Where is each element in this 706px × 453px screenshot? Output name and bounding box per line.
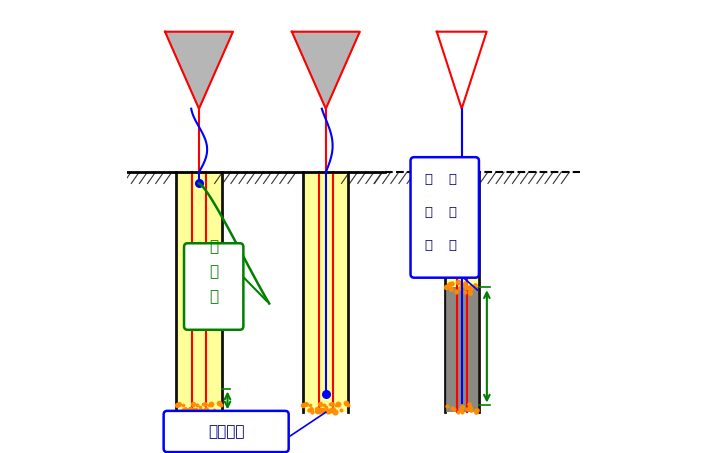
Bar <box>176 172 222 412</box>
FancyBboxPatch shape <box>184 243 244 330</box>
Polygon shape <box>165 32 233 109</box>
Bar <box>303 172 349 412</box>
Text: 水: 水 <box>210 264 218 280</box>
Text: 隔: 隔 <box>210 239 218 255</box>
Bar <box>445 287 478 412</box>
Text: 桩: 桩 <box>448 239 456 251</box>
Text: 的: 的 <box>448 206 456 219</box>
FancyBboxPatch shape <box>410 157 479 278</box>
Text: 栓: 栓 <box>210 289 218 304</box>
Text: 质: 质 <box>424 173 433 186</box>
Text: 孔底沉渣: 孔底沉渣 <box>208 424 244 439</box>
Polygon shape <box>292 32 360 109</box>
Text: 差: 差 <box>448 173 456 186</box>
Text: 量: 量 <box>424 206 433 219</box>
Bar <box>445 172 479 412</box>
Text: 较: 较 <box>424 239 433 251</box>
FancyBboxPatch shape <box>164 411 289 452</box>
